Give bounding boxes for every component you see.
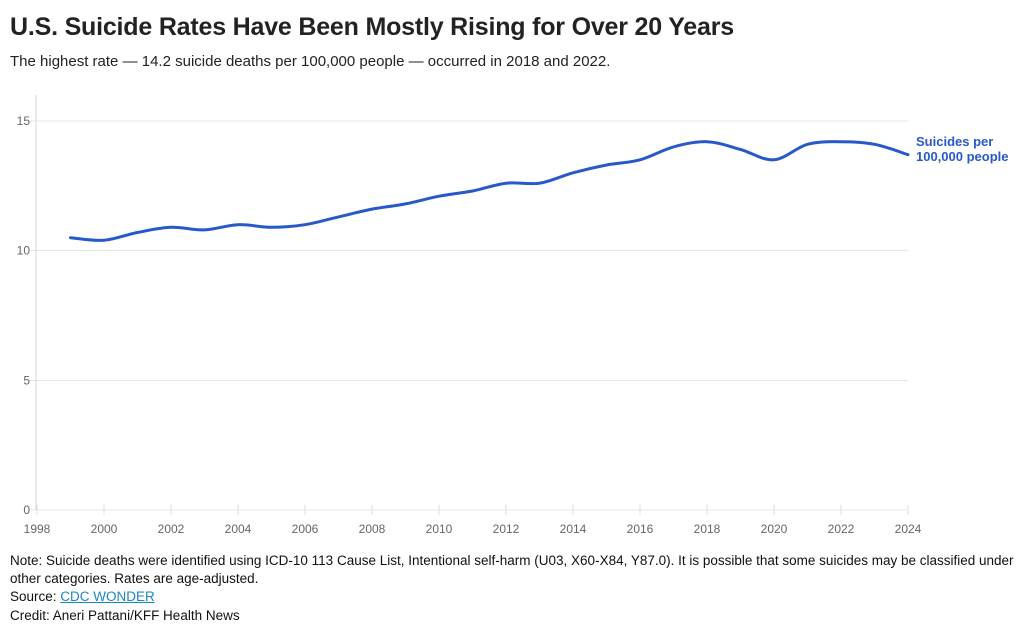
chart-footer: Note: Suicide deaths were identified usi…: [10, 552, 1014, 625]
source-link[interactable]: CDC WONDER: [60, 589, 155, 605]
trend-line: [69, 140, 910, 242]
series-label-line2: 100,000 people: [916, 148, 1009, 164]
y-tick-label: 5: [23, 373, 30, 387]
x-tick-label: 2012: [493, 522, 520, 536]
series-label-line1: Suicides per: [916, 134, 994, 149]
note-text: Note: Suicide deaths were identified usi…: [10, 553, 1014, 587]
x-tick-label: 1998: [24, 522, 51, 536]
x-tick-label: 2022: [828, 522, 855, 536]
x-tick-label: 2000: [91, 522, 118, 536]
x-tick-label: 2014: [560, 522, 587, 536]
chart-subtitle: The highest rate — 14.2 suicide deaths p…: [10, 53, 611, 70]
source-line: Source: CDC WONDER: [10, 588, 1014, 606]
x-tick-label: 2008: [359, 522, 386, 536]
page-title: U.S. Suicide Rates Have Been Mostly Risi…: [10, 13, 734, 41]
x-tick-label: 2004: [225, 522, 252, 536]
x-tick-label: 2010: [426, 522, 453, 536]
x-tick-label: 2002: [158, 522, 185, 536]
x-tick-label: 2018: [694, 522, 721, 536]
x-tick-label: 2016: [627, 522, 654, 536]
y-tick-label: 0: [23, 503, 30, 517]
x-tick-label: 2006: [292, 522, 319, 536]
y-tick-label: 10: [17, 244, 31, 258]
series-label: Suicides per 100,000 people: [916, 134, 1018, 164]
source-label: Source:: [10, 589, 61, 605]
x-tick-label: 2020: [761, 522, 788, 536]
y-tick-label: 15: [17, 114, 31, 128]
credit-text: Credit: Aneri Pattani/KFF Health News: [10, 607, 240, 623]
x-tick-label: 2024: [895, 522, 922, 536]
